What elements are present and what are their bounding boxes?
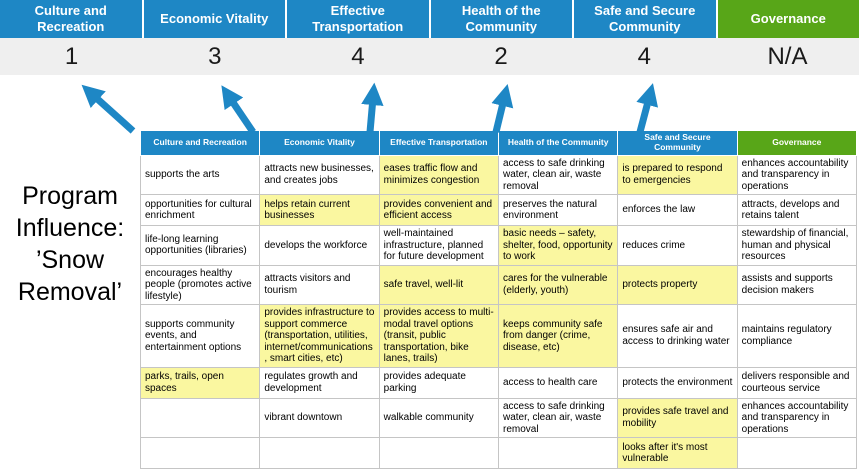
category-header-culture-and-recreation: Culture and Recreation xyxy=(0,0,144,38)
matrix-cell: maintains regulatory compliance xyxy=(737,305,856,368)
matrix-cell: provides adequate parking xyxy=(379,367,498,398)
matrix-cell xyxy=(498,438,617,469)
matrix-cell: protects the environment xyxy=(618,367,737,398)
matrix-header-effective-transportation: Effective Transportation xyxy=(379,131,498,156)
matrix-cell: attracts, develops and retains talent xyxy=(737,195,856,226)
matrix-cell: provides access to multi-modal travel op… xyxy=(379,305,498,368)
category-header-effective-transportation: Effective Transportation xyxy=(287,0,431,38)
matrix-cell: provides convenient and efficient access xyxy=(379,195,498,226)
matrix-cell: walkable community xyxy=(379,398,498,438)
arrow-health xyxy=(496,99,504,132)
score-value-health-of-the-community: 2 xyxy=(430,38,573,75)
matrix-cell xyxy=(141,398,260,438)
category-header-governance: Governance xyxy=(718,0,859,38)
matrix-cell: well-maintained infrastructure, planned … xyxy=(379,226,498,266)
matrix-cell: reduces crime xyxy=(618,226,737,266)
matrix-cell xyxy=(379,438,498,469)
matrix-cell: looks after it's most vulnerable xyxy=(618,438,737,469)
matrix-cell: attracts visitors and tourism xyxy=(260,265,379,305)
matrix-header-economic-vitality: Economic Vitality xyxy=(260,131,379,156)
matrix-cell xyxy=(260,438,379,469)
matrix-cell: enforces the law xyxy=(618,195,737,226)
matrix-cell: eases traffic flow and minimizes congest… xyxy=(379,155,498,195)
score-value-safe-and-secure-community: 4 xyxy=(573,38,716,75)
matrix-cell xyxy=(141,438,260,469)
matrix-header-health-of-the-community: Health of the Community xyxy=(498,131,617,156)
score-value-governance: N/A xyxy=(716,38,859,75)
matrix-cell: attracts new businesses, and creates job… xyxy=(260,155,379,195)
matrix-cell: ensures safe air and access to drinking … xyxy=(618,305,737,368)
matrix-row-5: supports community events, and entertain… xyxy=(141,305,857,368)
matrix-cell xyxy=(737,438,856,469)
matrix-cell: supports the arts xyxy=(141,155,260,195)
matrix-cell: assists and supports decision makers xyxy=(737,265,856,305)
matrix-row-4: encourages healthy people (promotes acti… xyxy=(141,265,857,305)
category-header-economic-vitality: Economic Vitality xyxy=(144,0,288,38)
matrix-cell: access to health care xyxy=(498,367,617,398)
arrow-transportation xyxy=(370,98,373,132)
score-value-economic-vitality: 3 xyxy=(143,38,286,75)
arrow-economic xyxy=(230,98,253,132)
page-title: Program Influence: ’Snow Removal’ xyxy=(3,180,137,308)
matrix-cell: access to safe drinking water, clean air… xyxy=(498,398,617,438)
matrix-cell: stewardship of financial, human and phys… xyxy=(737,226,856,266)
matrix-cell: develops the workforce xyxy=(260,226,379,266)
matrix-cell: provides safe travel and mobility xyxy=(618,398,737,438)
matrix-header-culture-and-recreation: Culture and Recreation xyxy=(141,131,260,156)
arrow-culture xyxy=(93,95,133,131)
score-value-culture-and-recreation: 1 xyxy=(0,38,143,75)
matrix-cell: enhances accountability and transparency… xyxy=(737,398,856,438)
matrix-cell: is prepared to respond to emergencies xyxy=(618,155,737,195)
matrix-cell: safe travel, well-lit xyxy=(379,265,498,305)
matrix-cell: provides infrastructure to support comme… xyxy=(260,305,379,368)
arrow-safe xyxy=(640,98,649,132)
matrix-cell: life-long learning opportunities (librar… xyxy=(141,226,260,266)
matrix-cell: supports community events, and entertain… xyxy=(141,305,260,368)
category-header-safe-and-secure-community: Safe and Secure Community xyxy=(574,0,718,38)
matrix-cell: regulates growth and development xyxy=(260,367,379,398)
matrix-header-safe-and-secure-community: Safe and Secure Community xyxy=(618,131,737,156)
matrix-cell: basic needs – safety, shelter, food, opp… xyxy=(498,226,617,266)
matrix-row-8: looks after it's most vulnerable xyxy=(141,438,857,469)
matrix-cell: keeps community safe from danger (crime,… xyxy=(498,305,617,368)
matrix-row-3: life-long learning opportunities (librar… xyxy=(141,226,857,266)
matrix-cell: opportunities for cultural enrichment xyxy=(141,195,260,226)
matrix-cell: parks, trails, open spaces xyxy=(141,367,260,398)
matrix-header-governance: Governance xyxy=(737,131,856,156)
category-header-health-of-the-community: Health of the Community xyxy=(431,0,575,38)
matrix-cell: vibrant downtown xyxy=(260,398,379,438)
matrix-cell: enhances accountability and transparency… xyxy=(737,155,856,195)
matrix-cell: delivers responsible and courteous servi… xyxy=(737,367,856,398)
score-value-effective-transportation: 4 xyxy=(286,38,429,75)
matrix-cell: preserves the natural environment xyxy=(498,195,617,226)
matrix-cell: access to safe drinking water, clean air… xyxy=(498,155,617,195)
matrix-cell: protects property xyxy=(618,265,737,305)
matrix-cell: cares for the vulnerable (elderly, youth… xyxy=(498,265,617,305)
matrix-cell: encourages healthy people (promotes acti… xyxy=(141,265,260,305)
matrix-cell: helps retain current businesses xyxy=(260,195,379,226)
